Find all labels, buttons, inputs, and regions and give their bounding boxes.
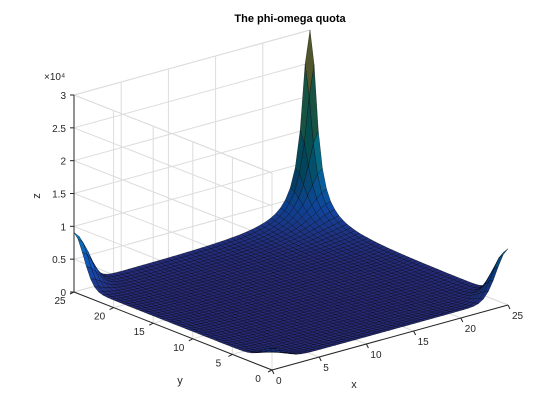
z-grid-line	[72, 62, 311, 207]
y-axis-line	[73, 291, 273, 371]
z-grid-line	[72, 29, 311, 174]
z-exponent-label: ×10⁴	[44, 72, 65, 83]
x-tick-label: 25	[512, 311, 524, 322]
z-tick-label: 2	[60, 157, 66, 168]
y-tick-label: 10	[173, 343, 185, 354]
surface-patch	[493, 254, 504, 270]
chart-title: The phi-omega quota	[234, 13, 346, 25]
x-axis-label: x	[351, 379, 357, 391]
x-tick-mark	[365, 343, 369, 349]
y-tick-label: 0	[255, 374, 261, 385]
y-tick-label: 20	[94, 312, 106, 323]
z-tick-label: 0.5	[52, 255, 66, 266]
surface-patch	[498, 248, 509, 258]
surface-mesh	[73, 29, 509, 355]
x-tick-label: 0	[276, 376, 282, 387]
y-tick-label: 5	[216, 358, 222, 369]
x-tick-mark	[507, 304, 511, 310]
x-axis-line	[271, 304, 509, 371]
x-tick-label: 10	[370, 350, 382, 361]
surface-patch	[267, 347, 277, 349]
y-tick-mark	[148, 322, 154, 326]
y-tick-label: 25	[54, 296, 66, 307]
x-tick-label: 5	[323, 363, 329, 374]
x-tick-mark	[413, 330, 417, 336]
y-tick-label: 15	[134, 327, 146, 338]
y-tick-mark	[188, 338, 194, 342]
y-tick-mark	[228, 353, 233, 357]
z-tick-label: 2.5	[52, 124, 66, 135]
x-tick-label: 20	[465, 324, 477, 335]
y-axis-label: y	[177, 375, 183, 387]
z-tick-label: 1	[60, 222, 66, 233]
x-tick-mark	[271, 369, 275, 375]
box-edge	[73, 94, 273, 174]
y-tick-mark	[109, 307, 114, 311]
z-tick-label: 1.5	[52, 190, 66, 201]
x-tick-mark	[318, 356, 322, 362]
z-tick-label: 3	[60, 91, 66, 102]
x-tick-label: 15	[418, 337, 430, 348]
axes-labels: 0510152025051015202500.511.522.53×10⁴xyz…	[31, 13, 524, 391]
z-tick-label: 0	[60, 288, 66, 299]
x-tick-mark	[460, 317, 464, 323]
box-edge	[73, 29, 311, 96]
y-tick-mark	[267, 369, 273, 373]
z-axis-label: z	[31, 193, 43, 199]
